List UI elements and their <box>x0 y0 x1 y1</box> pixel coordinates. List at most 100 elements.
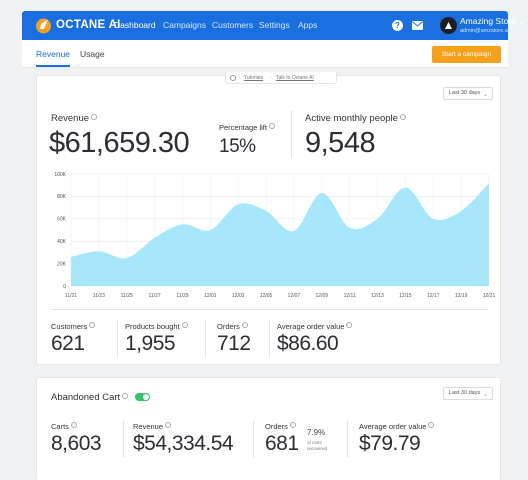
x-tick-label: 12/09 <box>316 293 329 299</box>
active-tab-indicator <box>36 65 70 67</box>
divider <box>347 420 348 458</box>
recovered-note: of carts recovered <box>307 440 328 451</box>
ac-aov-label: Average order value <box>359 422 435 431</box>
nav-dashboard[interactable]: Dashboard <box>114 20 156 30</box>
ac-orders-value: 681 <box>265 432 299 455</box>
toggle-knob <box>143 394 149 400</box>
x-tick-label: 11/27 <box>149 293 161 299</box>
info-icon[interactable] <box>181 322 188 328</box>
lift-value: 15% <box>219 136 256 157</box>
brand-name[interactable]: OCTANE AI <box>56 19 121 31</box>
nav-customers[interactable]: Customers <box>212 20 254 30</box>
tab-revenue[interactable]: Revenue <box>36 49 71 59</box>
divider <box>269 320 270 358</box>
info-icon[interactable] <box>346 322 353 328</box>
date-range-select[interactable]: Last 30 days ⌄ <box>443 387 493 400</box>
info-icon[interactable] <box>165 422 172 428</box>
y-tick-label: 40K <box>57 239 67 245</box>
divider <box>205 320 206 358</box>
chevron-down-icon: ⌄ <box>482 392 488 398</box>
store-name-text[interactable]: Amazing Store <box>460 16 516 26</box>
chevron-down-icon[interactable]: ⌄ <box>518 16 526 26</box>
carts-label-text: Carts <box>51 422 69 431</box>
carts-value: 8,603 <box>51 432 102 455</box>
orders-label-text: Orders <box>217 322 240 331</box>
ac-aov-value: $79.79 <box>359 432 421 455</box>
chevron-down-icon: ⌄ <box>482 92 488 98</box>
aov-value: $86.60 <box>277 332 339 355</box>
x-tick-label: 12/11 <box>344 293 356 299</box>
help-icon[interactable]: ? <box>392 20 403 31</box>
store-avatar[interactable] <box>440 17 457 34</box>
x-tick-label: 12/07 <box>288 293 301 299</box>
info-icon[interactable] <box>91 114 98 120</box>
nav-campaigns[interactable]: Campaigns <box>163 20 206 30</box>
tutorials-link[interactable]: Tutorials <box>244 75 263 81</box>
divider <box>291 110 292 158</box>
revenue-label-text: Revenue <box>51 113 90 124</box>
nav-apps[interactable]: Apps <box>298 20 318 30</box>
ac-aov-label-text: Average order value <box>359 422 427 431</box>
mail-icon[interactable] <box>412 21 423 30</box>
date-range-value: Last 30 days <box>449 390 481 396</box>
info-icon[interactable] <box>399 114 406 120</box>
abandoned-cart-title: Abandoned Cart <box>51 392 129 403</box>
info-icon[interactable] <box>241 322 248 328</box>
info-icon[interactable] <box>89 322 96 328</box>
info-icon[interactable] <box>268 123 275 129</box>
lift-label-text: Percentage lift <box>219 123 267 132</box>
carts-label: Carts <box>51 422 77 431</box>
x-tick-label: 11/29 <box>176 293 188 299</box>
divider <box>117 320 118 358</box>
ac-revenue-label: Revenue <box>133 422 172 431</box>
tab-usage[interactable]: Usage <box>80 49 105 59</box>
date-range-select[interactable]: Last 30 days ⌄ <box>443 87 493 100</box>
x-tick-label: 11/21 <box>65 293 77 299</box>
divider <box>123 420 124 458</box>
nav-settings[interactable]: Settings <box>259 20 290 30</box>
x-tick-label: 12/03 <box>232 293 245 299</box>
abandoned-cart-title-text: Abandoned Cart <box>51 392 121 403</box>
products-bought-label-text: Products bought <box>125 322 180 331</box>
octane-logo-icon[interactable] <box>35 17 52 34</box>
lift-label: Percentage lift <box>219 123 275 132</box>
x-tick-label: 12/19 <box>455 293 468 299</box>
store-name[interactable]: Amazing Store ⌄ <box>460 16 525 27</box>
y-tick-label: 0 <box>63 284 66 290</box>
ac-revenue-value: $54,334.54 <box>133 432 234 455</box>
x-tick-label: 12/15 <box>399 293 412 299</box>
x-tick-label: 11/25 <box>121 293 133 299</box>
customers-value: 621 <box>51 332 85 355</box>
ac-orders-label: Orders <box>265 422 296 431</box>
store-logo-icon <box>445 22 452 29</box>
start-campaign-button[interactable]: Start a campaign <box>432 46 501 63</box>
help-links: Tutorials · Talk to Octane AI <box>225 72 337 84</box>
x-tick-label: 12/01 <box>204 293 217 299</box>
customers-label: Customers <box>51 322 96 331</box>
top-navigation: OCTANE AI Dashboard Campaigns Customers … <box>22 11 525 40</box>
x-tick-label: 12/13 <box>371 293 384 299</box>
recovered-percentage: 7.9% <box>307 428 326 437</box>
info-icon[interactable] <box>70 422 77 428</box>
orders-label: Orders <box>217 322 248 331</box>
revenue-area-series <box>71 182 489 286</box>
link-separator: · <box>270 75 272 81</box>
sub-tab-bar: Revenue Usage Start a campaign <box>22 40 508 68</box>
info-icon[interactable] <box>428 422 435 428</box>
divider <box>253 420 254 458</box>
products-bought-label: Products bought <box>125 322 188 331</box>
info-icon[interactable] <box>122 393 129 399</box>
revenue-value: $61,659.30 <box>49 127 190 159</box>
x-tick-label: 12/17 <box>427 293 440 299</box>
revenue-label: Revenue <box>51 113 98 124</box>
ac-revenue-label-text: Revenue <box>133 422 164 431</box>
divider <box>51 309 488 310</box>
talk-to-octane-link[interactable]: Talk to Octane AI <box>276 75 314 81</box>
customers-label-text: Customers <box>51 322 88 331</box>
x-tick-label: 12/05 <box>260 293 273 299</box>
info-icon[interactable] <box>289 422 296 428</box>
aov-label-text: Average order value <box>277 322 345 331</box>
aov-label: Average order value <box>277 322 353 331</box>
x-tick-label: 11/23 <box>93 293 105 299</box>
abandoned-cart-toggle[interactable] <box>135 393 150 401</box>
